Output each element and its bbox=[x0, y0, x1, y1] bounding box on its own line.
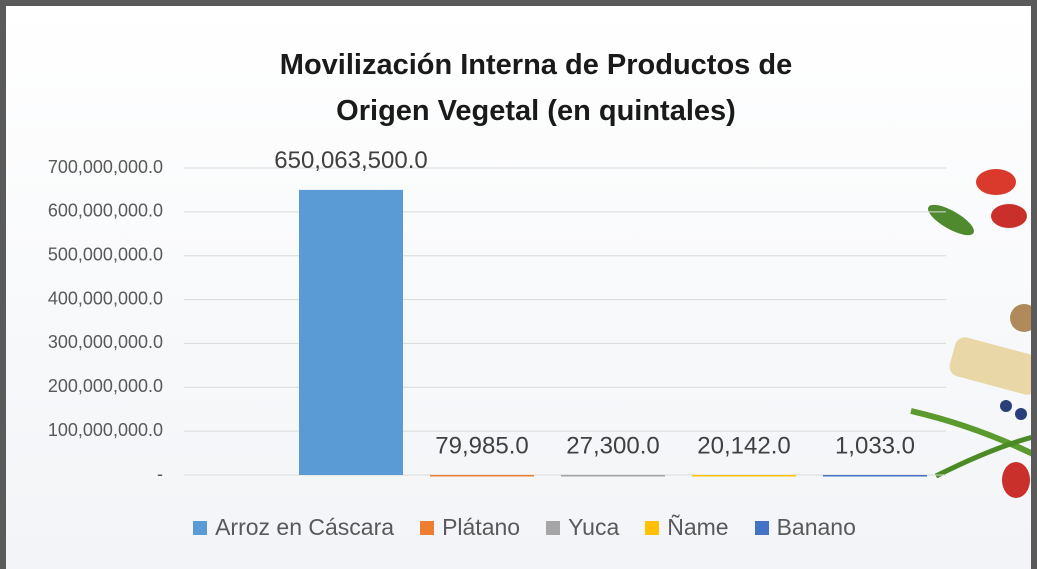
legend-swatch bbox=[420, 520, 435, 535]
value-label: 79,985.0 bbox=[435, 432, 528, 459]
value-label: 27,300.0 bbox=[566, 432, 659, 459]
legend-item: Arroz en Cáscara bbox=[193, 514, 394, 541]
legend-label: Arroz en Cáscara bbox=[215, 514, 395, 540]
value-label: 650,063,500.0 bbox=[274, 147, 427, 174]
legend-swatch bbox=[754, 520, 769, 535]
legend-label: Banano bbox=[776, 514, 856, 540]
bar bbox=[561, 474, 665, 477]
chart-title: Movilización Interna de Productos de Ori… bbox=[279, 49, 793, 127]
y-tick-label: 100,000,000.0 bbox=[48, 420, 163, 440]
y-tick-label: 700,000,000.0 bbox=[48, 157, 163, 177]
bar bbox=[823, 474, 927, 477]
value-label: 1,033.0 bbox=[835, 432, 915, 459]
legend-label: Yuca bbox=[568, 514, 620, 540]
y-tick-label: 500,000,000.0 bbox=[48, 244, 163, 264]
bar bbox=[692, 474, 796, 477]
legend: Arroz en Cáscara Plátano Yuca Ñame Banano bbox=[6, 514, 1031, 541]
legend-label: Plátano bbox=[442, 514, 521, 540]
y-tick-label: 600,000,000.0 bbox=[48, 201, 163, 221]
y-tick-label: - bbox=[157, 464, 163, 484]
legend-item: Ñame bbox=[645, 514, 729, 541]
y-tick-label: 200,000,000.0 bbox=[48, 376, 163, 396]
legend-item: Plátano bbox=[420, 514, 520, 541]
bar bbox=[430, 474, 534, 477]
legend-item: Yuca bbox=[546, 514, 619, 541]
bar bbox=[299, 189, 403, 475]
y-tick-label: 300,000,000.0 bbox=[48, 332, 163, 352]
y-tick-label: 400,000,000.0 bbox=[48, 288, 163, 308]
decoration bbox=[910, 169, 1031, 498]
plot: - 100,000,000.0 200,000,000.0 300,000,000.0… bbox=[48, 147, 1031, 498]
value-label: 20,142.0 bbox=[697, 432, 790, 459]
legend-item: Banano bbox=[754, 514, 856, 541]
legend-swatch bbox=[546, 520, 561, 535]
legend-swatch bbox=[645, 520, 660, 535]
legend-swatch bbox=[193, 520, 208, 535]
legend-label: Ñame bbox=[667, 514, 729, 540]
